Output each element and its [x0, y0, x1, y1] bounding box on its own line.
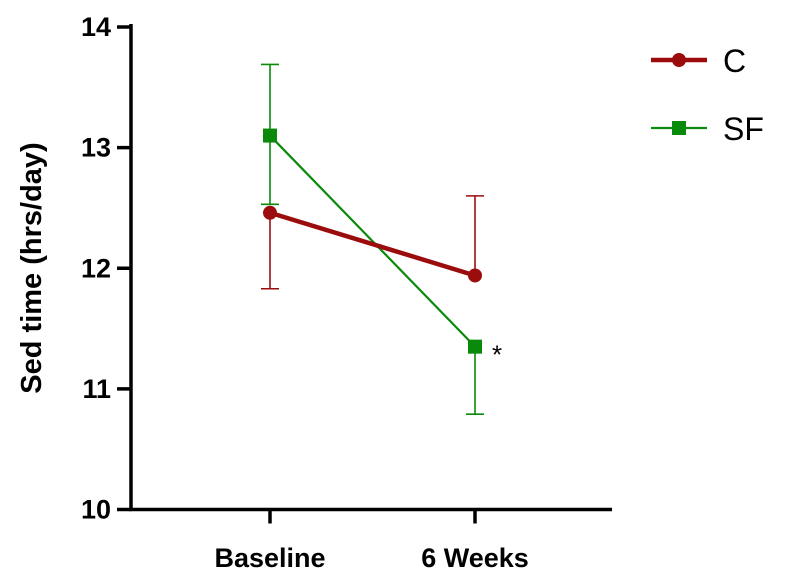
- series-line: [269, 210, 476, 278]
- series-layer: [261, 63, 484, 416]
- data-point-c: [263, 205, 277, 220]
- y-axis-ticks: 10 11 12 13 14: [81, 12, 131, 525]
- series-sf: [261, 63, 484, 416]
- legend-item-sf: SF: [651, 111, 764, 147]
- y-tick-label: 12: [81, 253, 111, 283]
- data-point-sf: [468, 339, 482, 354]
- legend-item-c: C: [651, 43, 746, 79]
- y-tick-label: 10: [81, 495, 111, 525]
- significance-marker: *: [492, 340, 502, 370]
- series-line: [269, 134, 476, 348]
- data-point-sf: [263, 128, 277, 143]
- series-c: [261, 195, 484, 290]
- annotations: *: [492, 340, 502, 370]
- x-tick-label: Baseline: [214, 543, 325, 573]
- legend-label: SF: [723, 111, 764, 147]
- y-tick-label: 14: [81, 12, 111, 42]
- legend-label: C: [723, 43, 746, 79]
- data-point-c: [468, 268, 482, 283]
- y-tick-label: 11: [82, 374, 111, 404]
- y-axis-title: Sed time (hrs/day): [16, 142, 48, 393]
- y-tick-label: 13: [81, 133, 111, 163]
- x-tick-label: 6 Weeks: [421, 543, 529, 573]
- x-axis-ticks: Baseline 6 Weeks: [214, 509, 529, 573]
- legend-marker: [672, 121, 686, 135]
- legend: C SF: [651, 43, 764, 147]
- legend-marker: [672, 53, 686, 67]
